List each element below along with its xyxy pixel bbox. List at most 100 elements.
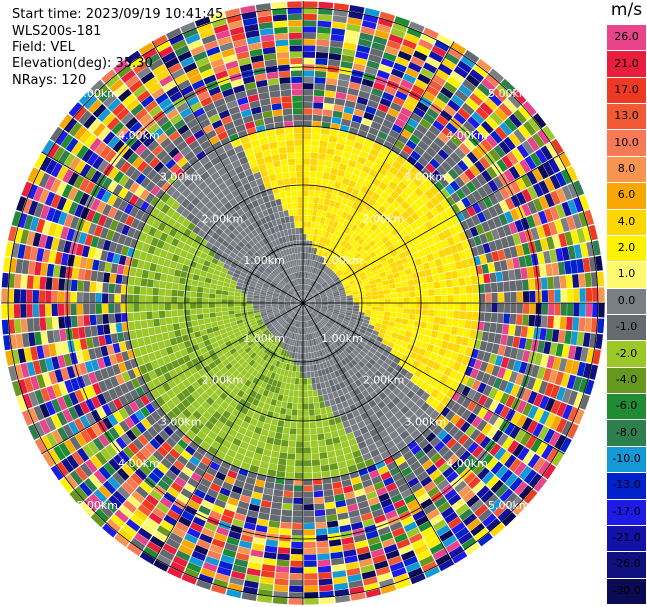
- velocity-cell: [106, 344, 115, 356]
- velocity-cell: [58, 149, 71, 165]
- velocity-cell: [211, 232, 220, 241]
- velocity-cell: [438, 324, 446, 333]
- velocity-cell: [125, 380, 135, 392]
- velocity-cell: [60, 253, 69, 266]
- velocity-cell: [362, 179, 372, 189]
- velocity-cell: [251, 369, 259, 377]
- velocity-cell: [418, 348, 427, 357]
- velocity-cell: [454, 480, 467, 493]
- velocity-cell: [352, 308, 360, 312]
- velocity-cell: [159, 232, 169, 242]
- velocity-cell: [384, 240, 393, 248]
- velocity-cell: [470, 275, 478, 285]
- velocity-cell: [204, 420, 215, 430]
- velocity-cell: [337, 368, 344, 376]
- velocity-cell: [280, 382, 286, 389]
- velocity-cell: [365, 105, 377, 115]
- velocity-cell: [333, 307, 340, 311]
- velocity-cell: [190, 291, 197, 298]
- velocity-cell: [229, 464, 240, 474]
- velocity-cell: [275, 276, 281, 282]
- velocity-cell: [237, 500, 250, 510]
- velocity-cell: [354, 455, 364, 465]
- velocity-cell: [354, 337, 361, 344]
- velocity-cell: [323, 251, 329, 259]
- velocity-cell: [284, 323, 290, 330]
- velocity-cell: [108, 241, 118, 253]
- velocity-cell: [356, 283, 364, 289]
- velocity-cell: [431, 45, 447, 58]
- velocity-cell: [122, 523, 137, 537]
- velocity-cell: [291, 298, 298, 302]
- velocity-cell: [213, 346, 222, 354]
- velocity-cell: [407, 439, 418, 450]
- velocity-cell: [400, 257, 409, 265]
- velocity-cell: [160, 273, 168, 282]
- velocity-cell: [485, 363, 495, 375]
- velocity-cell: [371, 343, 380, 351]
- velocity-cell: [24, 377, 34, 393]
- velocity-cell: [283, 350, 288, 357]
- velocity-cell: [277, 464, 286, 472]
- velocity-cell: [478, 508, 493, 523]
- velocity-cell: [305, 308, 309, 315]
- velocity-cell: [28, 391, 39, 407]
- velocity-cell: [207, 332, 215, 339]
- velocity-cell: [309, 313, 314, 319]
- velocity-cell: [152, 377, 162, 388]
- velocity-cell: [172, 375, 182, 386]
- velocity-cell: [232, 386, 241, 395]
- velocity-cell: [303, 315, 305, 322]
- velocity-cell: [382, 434, 392, 445]
- velocity-cell: [185, 252, 194, 261]
- velocity-cell: [359, 558, 373, 568]
- velocity-cell: [320, 217, 326, 224]
- velocity-cell: [172, 323, 180, 331]
- velocity-cell: [459, 172, 471, 184]
- velocity-cell: [306, 227, 311, 235]
- velocity-cell: [396, 292, 404, 298]
- velocity-cell: [149, 263, 157, 272]
- velocity-cell: [361, 144, 372, 154]
- velocity-cell: [446, 471, 459, 484]
- velocity-cell: [232, 258, 240, 266]
- velocity-cell: [388, 278, 395, 285]
- velocity-cell: [461, 259, 469, 269]
- velocity-cell: [351, 114, 363, 124]
- velocity-cell: [417, 362, 427, 372]
- velocity-cell: [572, 317, 580, 331]
- velocity-cell: [366, 340, 374, 348]
- velocity-cell: [459, 421, 471, 433]
- velocity-cell: [314, 275, 319, 282]
- velocity-cell: [199, 533, 213, 544]
- velocity-cell: [495, 465, 509, 479]
- velocity-cell: [196, 377, 206, 386]
- velocity-cell: [123, 178, 135, 190]
- velocity-cell: [135, 329, 143, 339]
- velocity-cell: [434, 288, 441, 296]
- velocity-cell: [322, 273, 328, 280]
- velocity-cell: [343, 485, 354, 494]
- velocity-cell: [337, 389, 344, 397]
- velocity-cell: [463, 228, 473, 240]
- velocity-cell: [229, 443, 240, 453]
- velocity-cell: [127, 227, 137, 238]
- velocity-cell: [285, 344, 290, 351]
- velocity-cell: [368, 262, 376, 269]
- velocity-cell: [523, 469, 537, 484]
- velocity-cell: [354, 226, 362, 235]
- velocity-cell: [519, 159, 532, 174]
- velocity-cell: [418, 327, 426, 335]
- velocity-cell: [530, 438, 543, 453]
- velocity-cell: [561, 185, 573, 201]
- velocity-cell: [466, 205, 477, 217]
- velocity-cell: [390, 190, 400, 200]
- velocity-cell: [541, 303, 549, 315]
- velocity-cell: [253, 310, 260, 314]
- velocity-cell: [45, 207, 56, 222]
- velocity-cell: [156, 525, 171, 538]
- velocity-cell: [413, 107, 426, 118]
- velocity-cell: [320, 335, 325, 342]
- velocity-cell: [445, 437, 458, 449]
- velocity-cell: [383, 378, 392, 387]
